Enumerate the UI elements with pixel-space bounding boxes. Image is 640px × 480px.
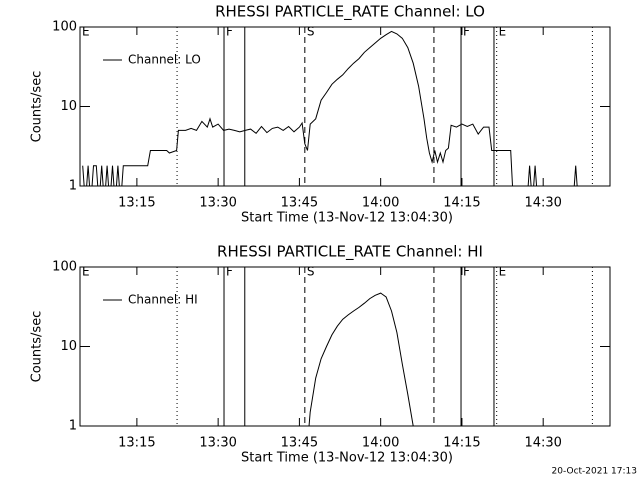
x-tick-label: 13:30 (199, 436, 236, 451)
event-label: F (226, 25, 233, 39)
y-tick-label: 100 (52, 20, 77, 35)
panel: RHESSI PARTICLE_RATE Channel: HI Start Ti… (30, 243, 611, 466)
event-label: E (499, 25, 507, 39)
event-label: F (463, 25, 470, 39)
panel: RHESSI PARTICLE_RATE Channel: LO Start Ti… (30, 3, 611, 226)
legend-label: Channel: HI (128, 293, 198, 307)
y-axis-label: Counts/sec (30, 311, 45, 383)
event-label: E (82, 265, 90, 279)
legend-label: Channel: LO (128, 53, 201, 67)
y-tick-label: 1 (69, 419, 77, 434)
footer: 20-Oct-2021 17:13 (552, 467, 637, 477)
x-axis-label: Start Time (13-Nov-12 13:04:30) (241, 451, 453, 466)
data-line (82, 30, 578, 186)
x-tick-label: 14:30 (524, 436, 561, 451)
x-tick-label: 13:15 (118, 436, 155, 451)
event-label: E (82, 25, 90, 39)
event-label: F (226, 265, 233, 279)
x-tick-label: 14:30 (524, 196, 561, 211)
event-label: E (499, 265, 507, 279)
plot-frame (79, 26, 611, 187)
chart-title: RHESSI PARTICLE_RATE Channel: LO (215, 3, 485, 22)
y-axis-label: Counts/sec (30, 71, 45, 143)
x-tick-label: 14:00 (362, 196, 399, 211)
y-tick-label: 10 (60, 339, 77, 354)
event-label: F (463, 265, 470, 279)
plot-frame (79, 266, 611, 427)
y-tick-label: 100 (52, 260, 77, 275)
x-tick-label: 13:30 (199, 196, 236, 211)
x-tick-label: 14:00 (362, 436, 399, 451)
x-tick-label: 13:45 (281, 436, 318, 451)
x-axis-label: Start Time (13-Nov-12 13:04:30) (241, 211, 453, 226)
x-tick-label: 13:15 (118, 196, 155, 211)
y-tick-label: 1 (69, 179, 77, 194)
y-tick-label: 10 (60, 99, 77, 114)
x-tick-label: 13:45 (281, 196, 318, 211)
event-label: S (307, 265, 315, 279)
x-tick-label: 14:15 (443, 436, 480, 451)
event-label: S (307, 25, 315, 39)
chart-title: RHESSI PARTICLE_RATE Channel: HI (217, 243, 483, 262)
x-tick-label: 14:15 (443, 196, 480, 211)
data-line (308, 292, 414, 426)
